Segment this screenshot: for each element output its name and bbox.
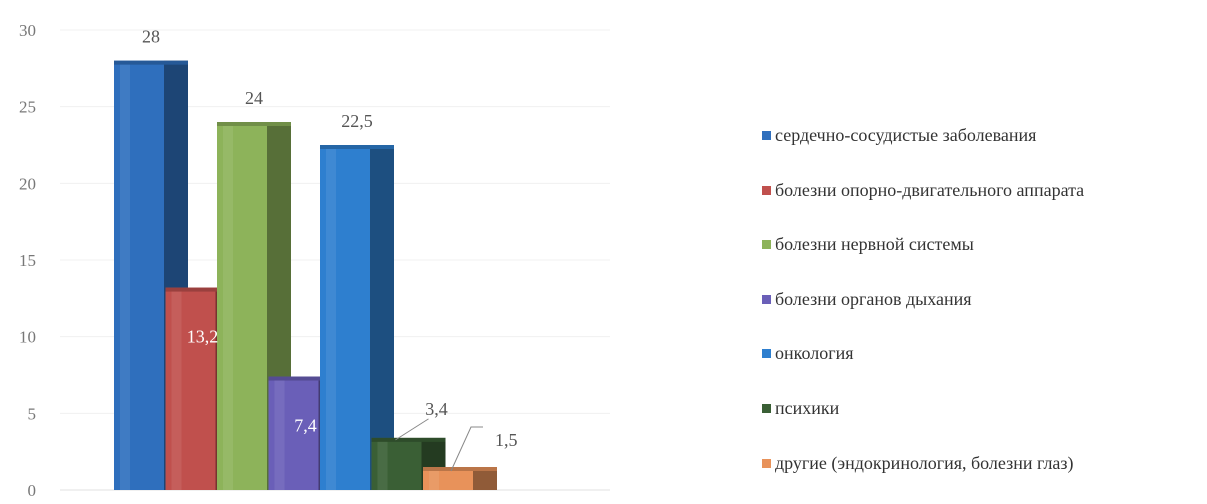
legend-swatch — [762, 240, 771, 250]
bar-top — [268, 376, 343, 381]
bars — [114, 60, 497, 491]
bar-front — [371, 437, 422, 490]
bar-highlight — [429, 471, 439, 490]
bar-front — [217, 122, 267, 490]
bar-top — [114, 60, 188, 65]
y-tick-label: 20 — [19, 174, 36, 193]
label-leader-line — [395, 418, 429, 441]
bar-highlight — [171, 291, 182, 490]
bar — [217, 122, 291, 490]
y-axis-ticks: 0 5 10 15 20 25 30 — [19, 21, 36, 500]
data-label: 28 — [142, 27, 160, 47]
bar-highlight — [120, 64, 130, 491]
bar-highlight — [274, 380, 285, 490]
y-tick-label: 0 — [28, 481, 37, 500]
bar-top — [371, 437, 446, 442]
bar-highlight — [223, 126, 233, 490]
data-label: 1,5 — [495, 430, 518, 450]
legend-item: сердечно-сосудистые заболевания — [762, 122, 1207, 149]
bar-top — [320, 145, 394, 149]
y-tick-label: 10 — [19, 328, 36, 347]
data-label: 13,2 — [187, 327, 219, 347]
data-label: 3,4 — [425, 399, 448, 419]
legend-label: болезни органов дыхания — [775, 288, 972, 309]
label-leader-line — [450, 426, 483, 472]
legend-item: болезни опорно-двигательного аппарата — [762, 177, 1207, 204]
bar — [371, 437, 446, 490]
bar — [320, 145, 394, 490]
legend-swatch — [762, 185, 771, 195]
legend-swatch — [762, 403, 771, 413]
legend-swatch — [762, 131, 771, 140]
y-tick-label: 25 — [19, 98, 36, 117]
legend-item: онкология — [762, 340, 1207, 367]
y-tick-label: 15 — [19, 251, 36, 270]
bar-side — [370, 145, 394, 490]
legend-swatch — [762, 294, 771, 304]
y-tick-label: 5 — [28, 404, 37, 423]
bar-front — [268, 376, 319, 490]
bar-top — [423, 467, 497, 471]
data-label: 24 — [245, 88, 263, 108]
bar-highlight — [326, 149, 336, 490]
legend-label: болезни опорно-двигательного аппарата — [775, 179, 1085, 200]
legend-label: сердечно-сосудистые заболевания — [775, 125, 1037, 145]
y-tick-label: 30 — [19, 21, 36, 40]
bar-front — [423, 467, 473, 490]
bar-front — [114, 60, 164, 491]
bar-top — [217, 122, 291, 126]
data-label: 22,5 — [341, 111, 373, 131]
bar-side — [473, 467, 497, 490]
legend: сердечно-сосудистые заболевания болезни о… — [762, 122, 1207, 504]
legend-label: болезни нервной системы — [775, 234, 974, 255]
legend-label: онкология — [775, 343, 854, 364]
bar — [423, 467, 497, 490]
data-label: 7,4 — [294, 416, 317, 436]
legend-label: психики — [775, 397, 840, 418]
legend-item: психики — [762, 395, 1207, 422]
legend-item: болезни органов дыхания — [762, 286, 1207, 313]
data-labels: 28 13,2 24 7,4 22,5 3,4 1,5 — [142, 27, 518, 472]
bar-top — [165, 287, 240, 292]
bar-highlight — [377, 441, 388, 490]
legend-item: болезни нервной системы — [762, 231, 1207, 258]
legend-swatch — [762, 458, 771, 468]
legend-label: другие (эндокринология, болезни глаз) — [775, 452, 1074, 473]
bar-front — [320, 145, 370, 490]
bar-front — [165, 287, 216, 490]
legend-item: другие (эндокринология, болезни глаз) — [762, 450, 1207, 477]
legend-swatch — [762, 349, 771, 359]
